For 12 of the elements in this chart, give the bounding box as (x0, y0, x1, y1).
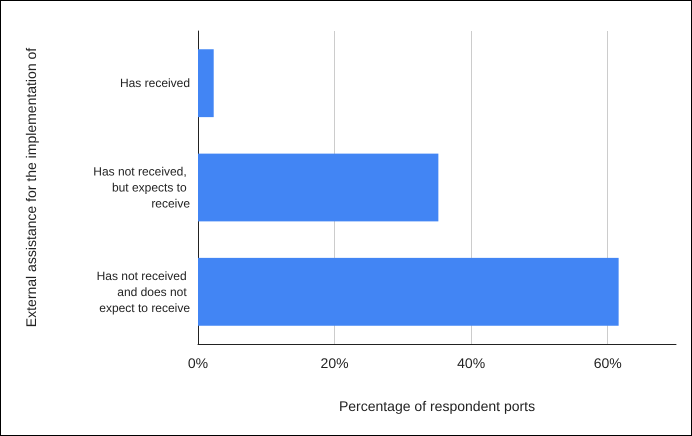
x-tick-label: 40% (457, 355, 486, 371)
bar (198, 258, 619, 326)
x-tick-label: 0% (188, 355, 208, 371)
y-tick-label: Has not received and does not expect to receive (96, 268, 190, 315)
y-tick-label: Has not received, but expects to receive (93, 164, 190, 210)
x-tick-label: 60% (594, 355, 622, 371)
bar (198, 49, 214, 118)
bar (198, 154, 438, 222)
y-tick-label: Has received (120, 76, 190, 90)
x-axis-title: Percentage of respondent ports (338, 398, 536, 414)
y-axis-title: External assistance for the implementation of (23, 48, 39, 328)
x-tick-label: 20% (320, 355, 349, 371)
